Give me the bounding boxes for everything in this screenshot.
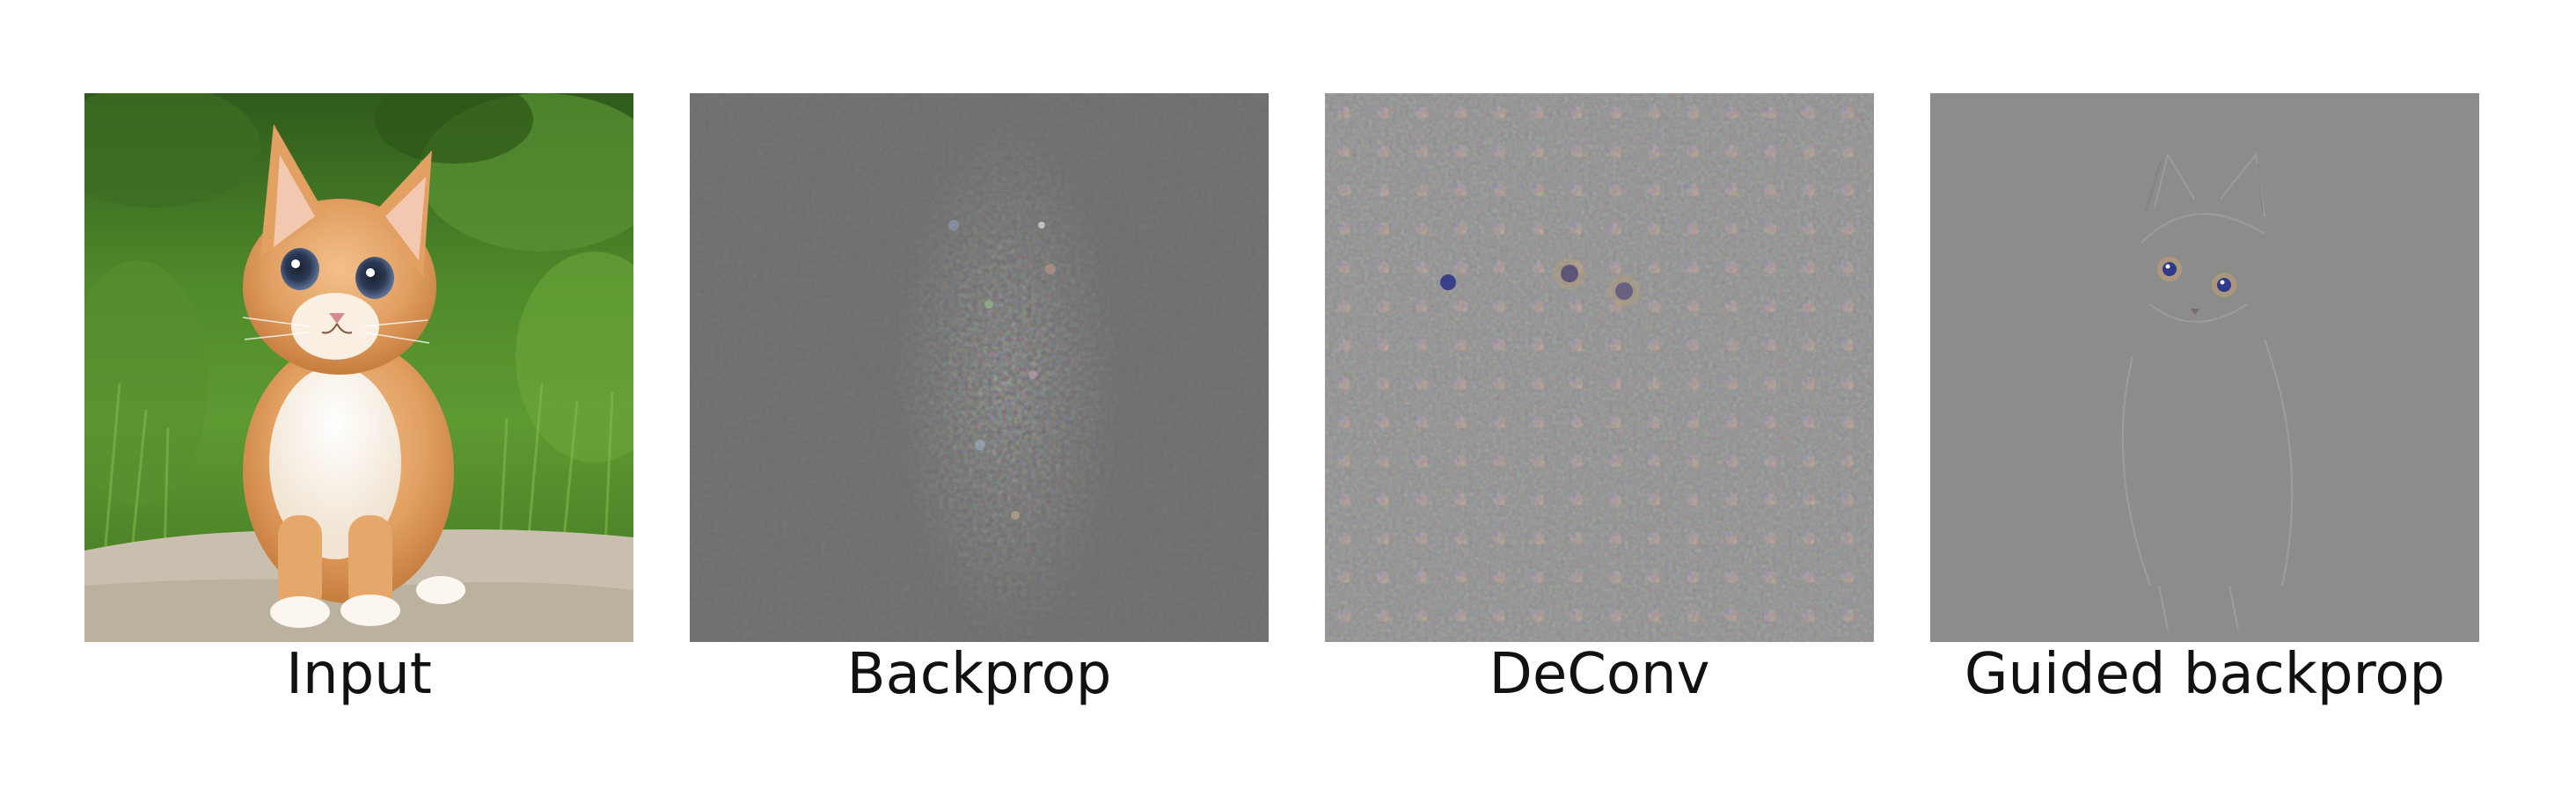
guided-backprop-saliency-image (1930, 93, 2479, 642)
deconv-saliency-image (1325, 93, 1874, 642)
caption-input: Input (84, 642, 633, 707)
caption-guided-backprop: Guided backprop (1930, 642, 2479, 707)
input-kitten-image (84, 93, 633, 642)
caption-deconv: DeConv (1325, 642, 1874, 707)
backprop-saliency-image (690, 93, 1269, 642)
caption-backprop: Backprop (690, 642, 1269, 707)
